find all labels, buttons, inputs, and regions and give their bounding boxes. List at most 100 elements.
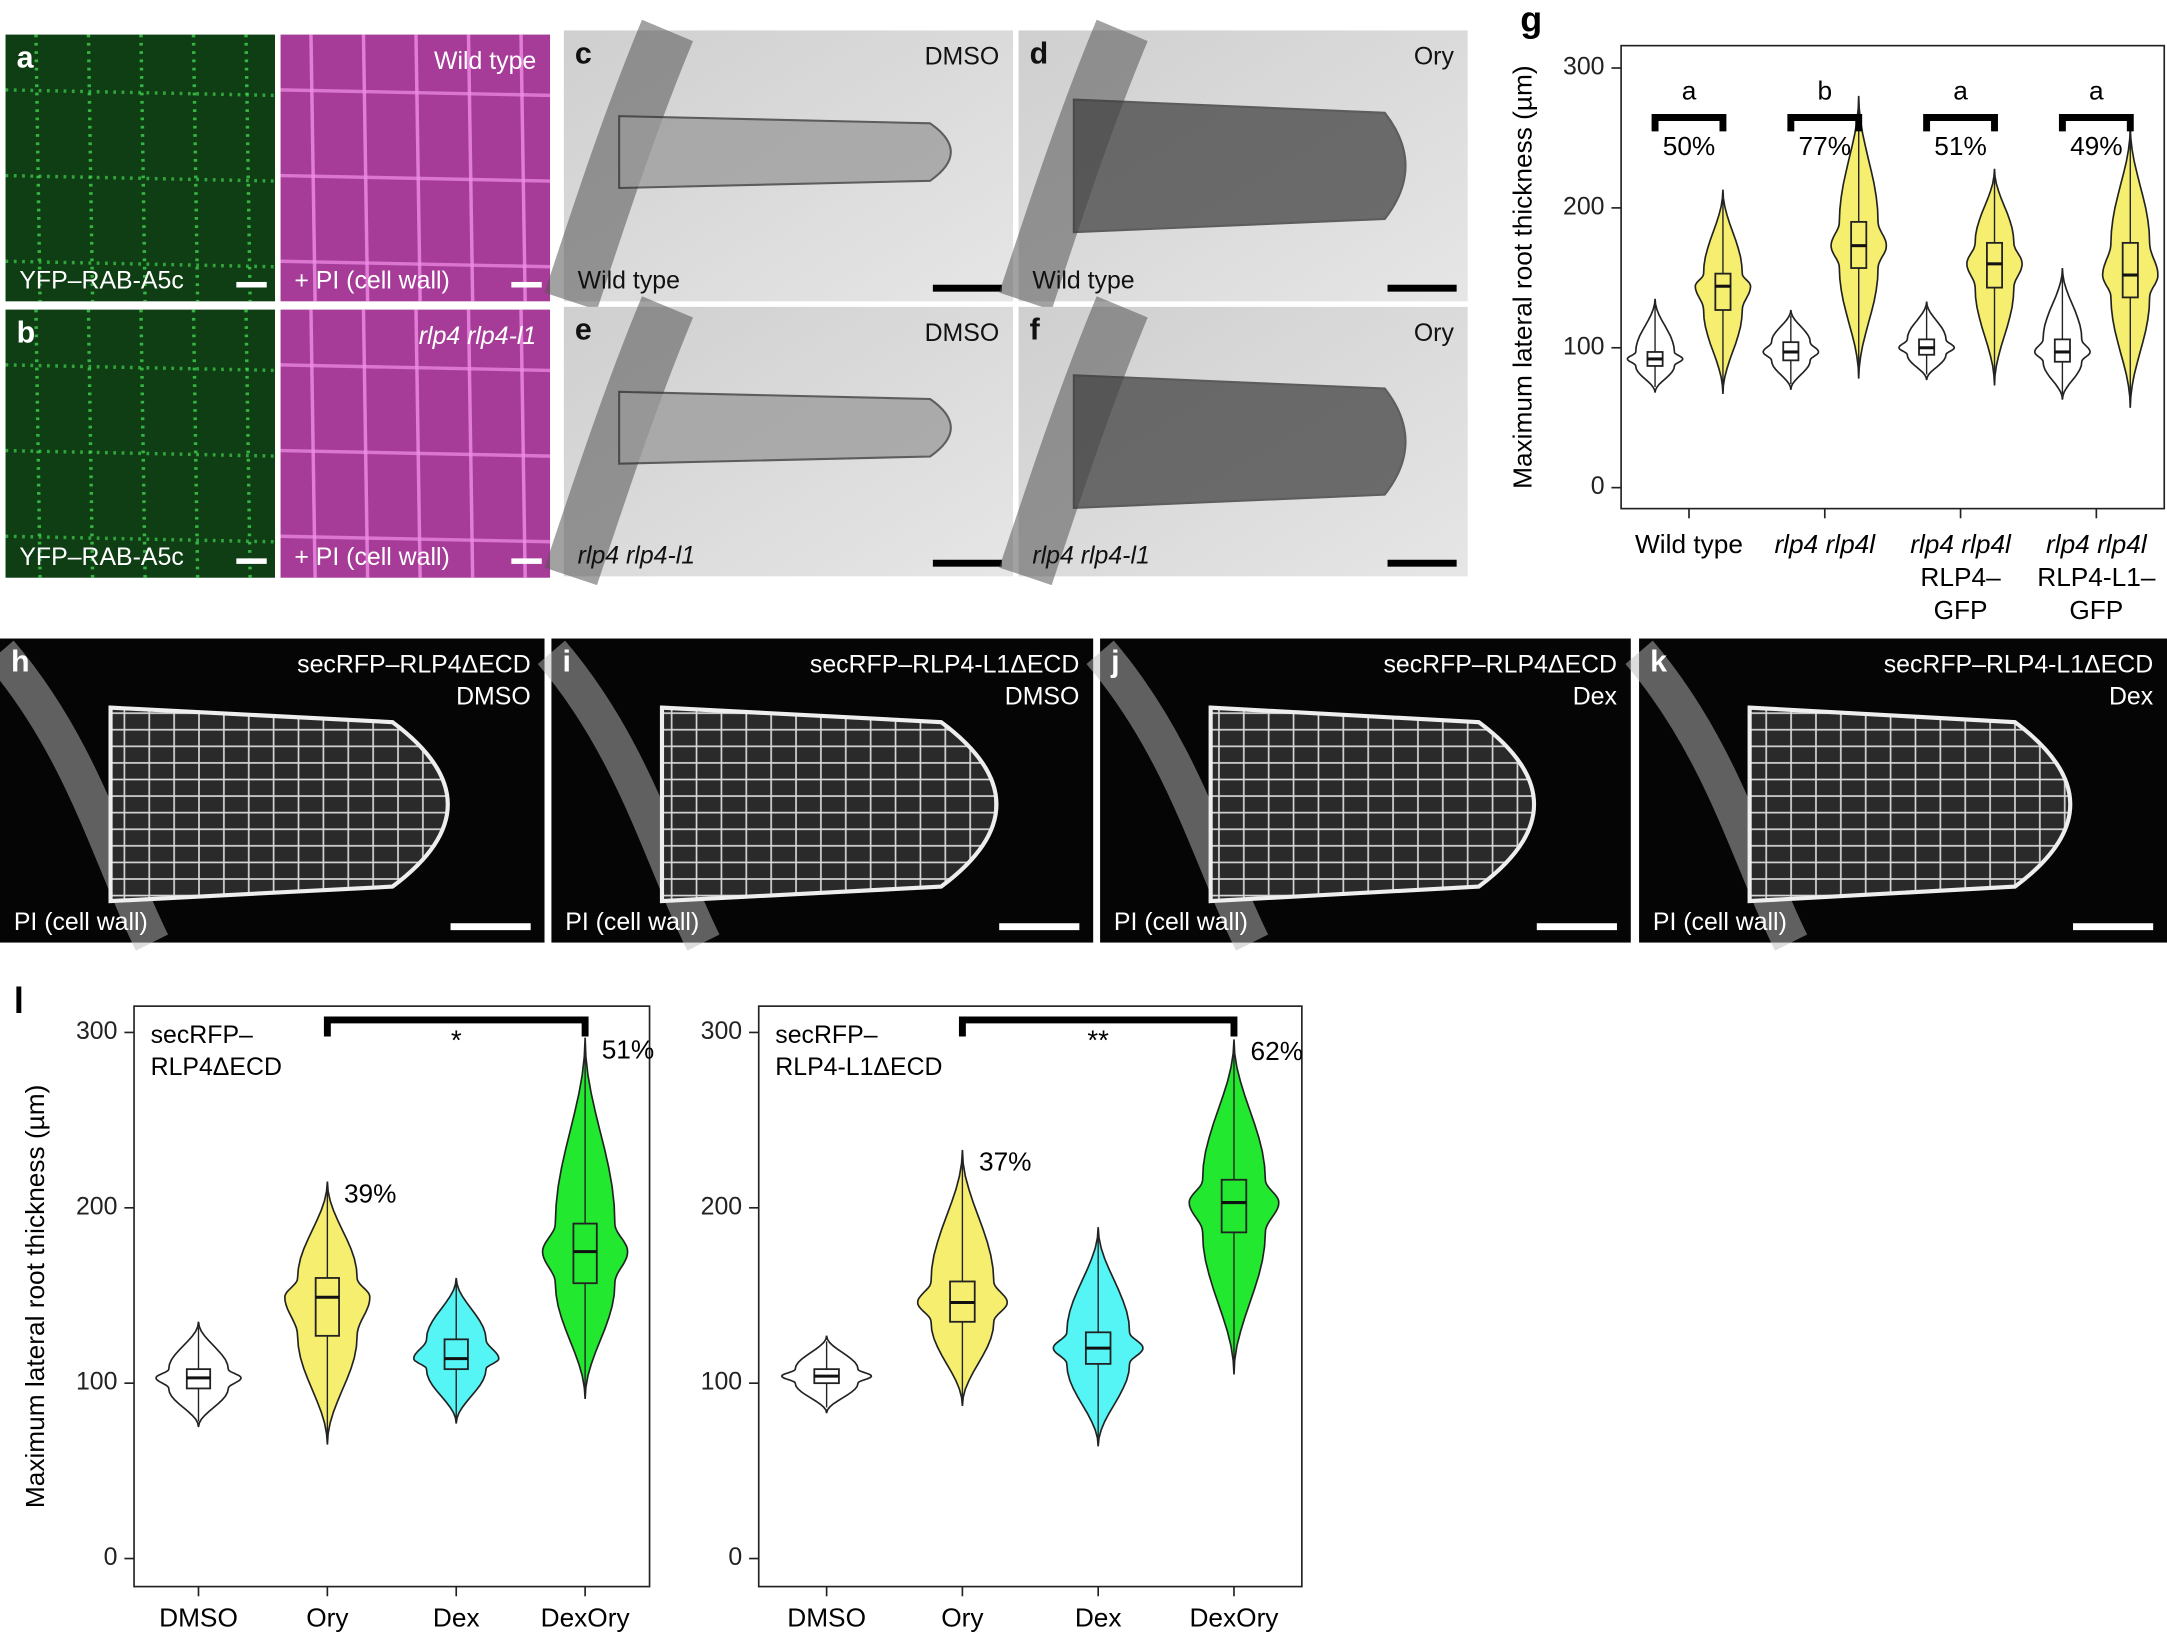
panel-label: PI (cell wall)	[14, 908, 148, 936]
x-tick-label: rlp4 rlp4l	[1910, 529, 2012, 559]
panel-label: PI (cell wall)	[565, 908, 699, 936]
panel-letter: a	[17, 40, 35, 74]
x-tick-label: rlp4 rlp4l	[2046, 529, 2148, 559]
cell-wall	[519, 34, 527, 302]
plot-frame	[133, 1005, 651, 1588]
x-tick-label: Ory	[941, 1603, 984, 1633]
box	[314, 1277, 340, 1337]
percent-label: 51%	[602, 1034, 655, 1064]
panel-letter: i	[562, 644, 570, 678]
panel-letter: g	[1520, 0, 1542, 40]
y-tick-label: 100	[1563, 332, 1604, 360]
percent-label: 62%	[1251, 1036, 1304, 1066]
panel-label: YFP–RAB-A5c	[19, 543, 183, 571]
panel-label: Ory	[1414, 319, 1455, 347]
x-tick-label: rlp4 rlp4l	[1774, 529, 1876, 559]
group-letter: a	[1682, 76, 1697, 106]
panel-label: secRFP–RLP4ΔECD	[1383, 651, 1617, 679]
image-panel: Wild type + PI (cell wall)	[280, 34, 551, 302]
panel-label: YFP–RAB-A5c	[19, 267, 183, 295]
percent-label: 50%	[1663, 131, 1716, 161]
panel-letter: h	[11, 644, 30, 678]
x-tick-label: DexOry	[1189, 1603, 1279, 1633]
percent-label: 51%	[1934, 131, 1987, 161]
y-tick-label: 200	[1563, 192, 1604, 220]
panel-label: + PI (cell wall)	[294, 267, 449, 295]
lateral-root	[618, 115, 952, 190]
percent-label: 39%	[344, 1178, 397, 1208]
x-tick-label: GFP	[2069, 595, 2123, 625]
cell-wall	[191, 34, 200, 302]
lateral-root	[1072, 98, 1407, 234]
cell-wall	[244, 309, 252, 578]
x-tick-label: Dex	[433, 1603, 480, 1633]
scale-bar	[450, 923, 531, 931]
image-panel: rlp4 rlp4-l1 + PI (cell wall)	[280, 309, 551, 578]
panel-letter: k	[1650, 644, 1667, 678]
y-tick-label: 300	[701, 1017, 742, 1045]
cell-wall	[5, 259, 276, 269]
cell-wall	[139, 309, 147, 578]
scale-bar	[236, 281, 267, 288]
cell-wall	[361, 309, 370, 578]
panel-label: Ory	[1414, 43, 1455, 71]
image-panel: f Ory rlp4 rlp4-l1	[999, 296, 1468, 586]
cell-wall	[280, 448, 551, 458]
lateral-root	[618, 390, 952, 465]
cell-wall	[34, 34, 42, 302]
x-tick-label: GFP	[1934, 595, 1988, 625]
significance-bracket	[958, 1016, 1238, 1037]
chart: g Maximum lateral root thickness (µm) 0 100…	[1507, 0, 2166, 625]
scale-bar	[932, 559, 1002, 567]
y-tick-label: 300	[76, 1017, 117, 1045]
y-tick-label: 0	[1591, 472, 1605, 500]
cell-wall	[139, 34, 147, 302]
cell-wall	[280, 259, 551, 269]
x-tick-label: Dex	[1075, 1603, 1122, 1633]
percent-label: 49%	[2070, 131, 2123, 161]
cell-wall	[5, 534, 276, 544]
panel-label: PI (cell wall)	[1653, 908, 1787, 936]
panel-label: Wild type	[434, 47, 536, 75]
group-letter: b	[1817, 76, 1832, 106]
lateral-root	[1072, 374, 1407, 510]
cell-wall	[34, 309, 42, 578]
box	[1714, 272, 1732, 311]
root-tip	[1208, 705, 1537, 904]
chart: l Maximum lateral root thickness (µm) 0 100…	[14, 980, 654, 1633]
scale-bar	[511, 558, 542, 564]
bracket	[1651, 114, 1727, 132]
panel-label: Wild type	[1032, 267, 1134, 295]
scale-bar	[2073, 923, 2154, 931]
y-tick-label: 100	[76, 1368, 117, 1396]
x-tick-label: DMSO	[787, 1603, 866, 1633]
cell-wall	[86, 309, 95, 578]
x-tick-label: RLP4–	[1920, 562, 2001, 592]
cell-wall	[414, 34, 422, 302]
cell-wall	[280, 363, 551, 373]
image-background	[5, 309, 276, 578]
cell-wall	[5, 88, 276, 98]
cell-wall	[5, 448, 276, 458]
box	[572, 1222, 598, 1285]
cell-wall	[309, 34, 317, 302]
panel-label: DMSO	[1005, 683, 1080, 711]
cell-wall	[280, 173, 551, 183]
panel-letter: f	[1030, 313, 1041, 347]
box	[2121, 241, 2139, 299]
scale-bar	[999, 923, 1080, 931]
image-panel: k secRFP–RLP4-L1ΔECD Dex PI (cell wall)	[1625, 638, 2167, 951]
y-tick-label: 200	[76, 1192, 117, 1220]
panel-label: secRFP–RLP4ΔECD	[297, 651, 531, 679]
significance-label: **	[1087, 1024, 1109, 1055]
chart-annotation: RLP4-L1ΔECD	[775, 1053, 942, 1081]
chart-annotation: secRFP–	[775, 1021, 877, 1049]
panel-letter: e	[575, 313, 592, 347]
panel-label: Dex	[2109, 683, 2154, 711]
cell-wall	[309, 309, 317, 578]
root-trunk	[537, 640, 720, 951]
image-background	[5, 34, 276, 302]
scale-bar	[236, 558, 267, 564]
panel-letter: l	[14, 980, 24, 1021]
image-panel: j secRFP–RLP4ΔECD Dex PI (cell wall)	[1086, 638, 1631, 951]
